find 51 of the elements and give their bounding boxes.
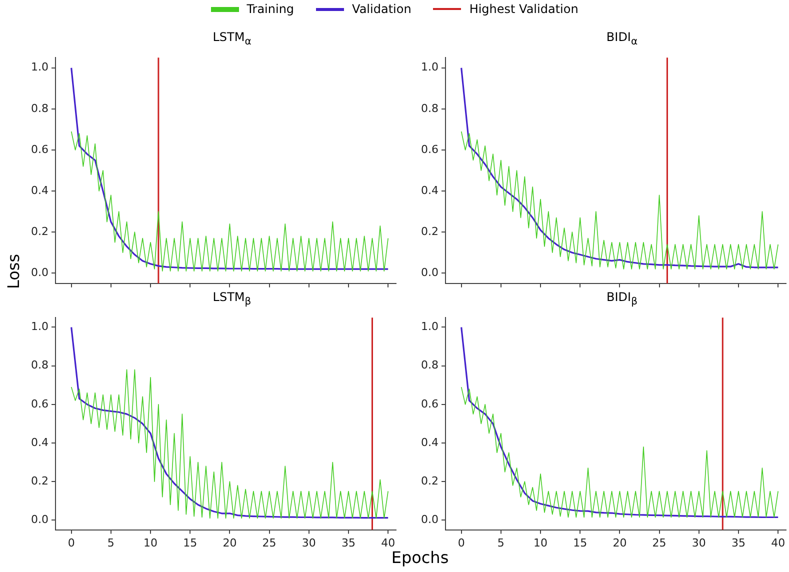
legend-label: Validation bbox=[352, 2, 412, 16]
chart-title: LSTM$_{β}$ bbox=[212, 290, 252, 308]
x-axis-title: Epochs bbox=[390, 548, 450, 567]
y-tick-label: 1.0 bbox=[30, 60, 48, 74]
x-tick-label: 40 bbox=[771, 536, 786, 550]
y-tick-label: 0.0 bbox=[30, 513, 48, 526]
y-tick-label: 0.4 bbox=[420, 436, 438, 449]
x-tick-label: 25 bbox=[652, 536, 666, 550]
x-tick-label: 15 bbox=[183, 536, 198, 550]
y-tick-label: 0.4 bbox=[30, 436, 48, 449]
x-tick-label: 15 bbox=[573, 536, 588, 550]
y-tick-label: 0.0 bbox=[30, 266, 48, 279]
y-tick-label: 0.8 bbox=[420, 358, 438, 372]
x-tick-label: 25 bbox=[262, 536, 276, 550]
x-tick-label: 35 bbox=[341, 536, 356, 550]
x-tick-label: 20 bbox=[222, 536, 237, 550]
y-tick-label: 0.2 bbox=[420, 224, 438, 238]
y-tick-label: 1.0 bbox=[420, 320, 438, 334]
x-tick-label: 30 bbox=[692, 536, 706, 550]
x-tick-label: 0 bbox=[458, 536, 465, 550]
y-tick-label: 1.0 bbox=[420, 60, 438, 74]
y-axis-title: Loss bbox=[4, 254, 24, 290]
y-tick-label: 0.8 bbox=[30, 358, 48, 372]
x-tick-label: 5 bbox=[107, 536, 114, 550]
x-tick-label: 10 bbox=[144, 536, 158, 550]
chart-title: BIDI$_{β}$ bbox=[606, 290, 638, 308]
y-tick-label: 0.0 bbox=[420, 513, 438, 526]
y-tick-label: 0.2 bbox=[420, 474, 438, 488]
chart-title: LSTM$_{α}$ bbox=[212, 30, 252, 48]
y-tick-label: 0.2 bbox=[30, 474, 48, 488]
y-tick-label: 0.6 bbox=[420, 142, 438, 156]
y-tick-label: 0.6 bbox=[30, 397, 48, 410]
x-tick-label: 20 bbox=[612, 536, 627, 550]
y-tick-label: 1.0 bbox=[30, 320, 48, 334]
x-tick-label: 40 bbox=[381, 536, 396, 550]
x-tick-label: 35 bbox=[731, 536, 746, 550]
x-tick-label: 0 bbox=[68, 536, 75, 550]
chart-title: BIDI$_{α}$ bbox=[605, 30, 639, 48]
legend-label: Highest Validation bbox=[469, 2, 578, 16]
x-tick-label: 10 bbox=[534, 536, 548, 550]
y-tick-label: 0.8 bbox=[420, 102, 438, 115]
y-tick-label: 0.6 bbox=[420, 397, 438, 410]
y-tick-label: 0.0 bbox=[420, 266, 438, 279]
y-tick-label: 0.2 bbox=[30, 224, 48, 238]
x-tick-label: 30 bbox=[302, 536, 316, 550]
legend-label: Training bbox=[246, 2, 294, 16]
x-tick-label: 5 bbox=[497, 536, 504, 550]
y-tick-label: 0.4 bbox=[420, 184, 438, 197]
y-tick-label: 0.6 bbox=[30, 142, 48, 156]
y-tick-label: 0.4 bbox=[30, 184, 48, 197]
y-tick-label: 0.8 bbox=[30, 102, 48, 115]
